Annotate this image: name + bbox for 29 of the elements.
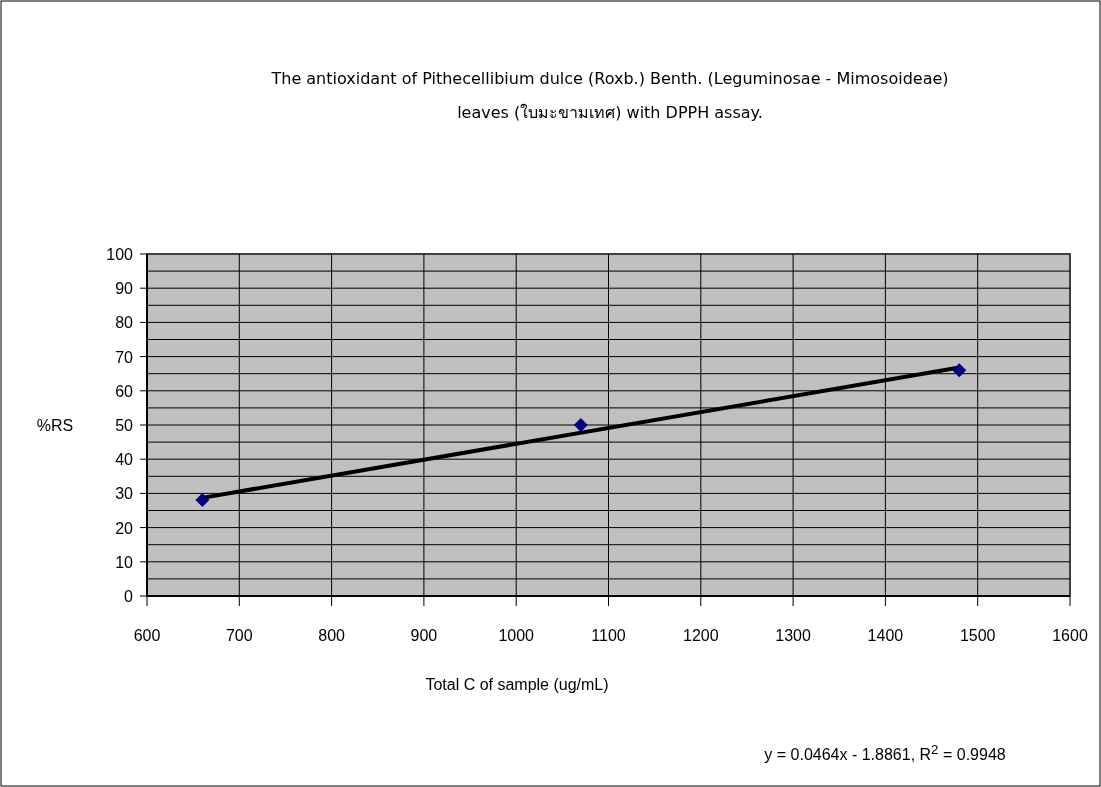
x-tick-label: 1300 xyxy=(775,627,811,644)
chart-title: The antioxidant of Pithecellibium dulce (Roxb.) Benth. (Leguminosae - Mimosoideae) leaves (ใบมะขามเทศ) with DPPH assay. xyxy=(270,68,950,124)
x-tick-label: 1200 xyxy=(683,627,719,644)
y-tick-label: 70 xyxy=(115,348,134,366)
y-tick-label: 10 xyxy=(115,553,134,571)
x-tick-label: 1100 xyxy=(591,627,626,644)
y-tick-label: 20 xyxy=(115,519,134,537)
x-tick-label: 900 xyxy=(410,627,438,644)
point xyxy=(195,492,210,507)
x-tick-label: 600 xyxy=(133,627,161,644)
y-tick-label: 100 xyxy=(106,246,134,263)
y-tick-label: 30 xyxy=(115,485,134,503)
x-tick-label: 1400 xyxy=(867,627,904,644)
y-tick-label: 80 xyxy=(115,314,134,332)
x-tick-label: 1000 xyxy=(498,627,535,644)
x-tick-label: 1600 xyxy=(1052,627,1088,644)
x-tick-label: 800 xyxy=(318,627,346,644)
y-tick-label: 50 xyxy=(115,417,134,434)
text: y = 0.0464x - 1.8861, R$^{2}$ = 0.9948 xyxy=(763,742,1007,765)
x-tick-label: 1500 xyxy=(959,627,996,644)
y-tick-label: 90 xyxy=(115,280,134,298)
y-axis-title: %RS xyxy=(36,417,74,434)
point xyxy=(952,363,967,378)
y-tick-label: 60 xyxy=(115,382,134,400)
y-tick-label: 40 xyxy=(115,451,134,469)
y-tick-label: 0 xyxy=(124,588,134,605)
x-axis-title: Total C of sample (ug/mL) xyxy=(425,676,609,693)
x-tick-label: 700 xyxy=(225,627,253,644)
point xyxy=(573,418,588,432)
